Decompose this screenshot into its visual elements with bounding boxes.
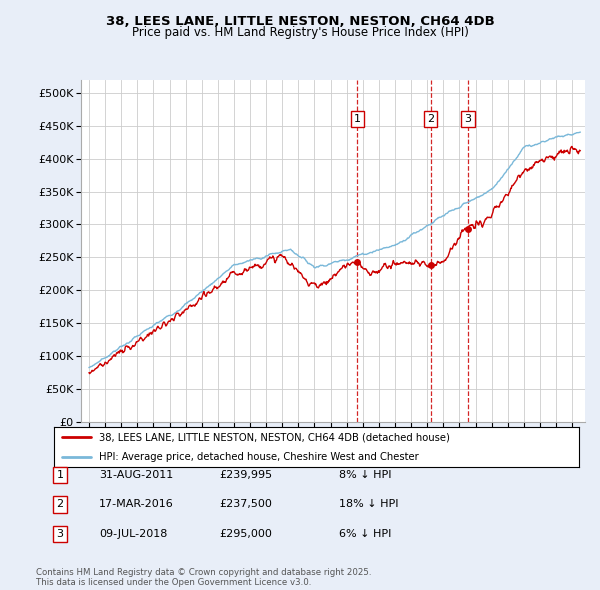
Text: 31-AUG-2011: 31-AUG-2011 <box>99 470 173 480</box>
Text: £239,995: £239,995 <box>219 470 272 480</box>
Text: 09-JUL-2018: 09-JUL-2018 <box>99 529 167 539</box>
Text: 17-MAR-2016: 17-MAR-2016 <box>99 500 174 509</box>
Text: 6% ↓ HPI: 6% ↓ HPI <box>339 529 391 539</box>
Text: £237,500: £237,500 <box>219 500 272 509</box>
Text: 3: 3 <box>464 114 471 124</box>
Text: £295,000: £295,000 <box>219 529 272 539</box>
Text: 38, LEES LANE, LITTLE NESTON, NESTON, CH64 4DB: 38, LEES LANE, LITTLE NESTON, NESTON, CH… <box>106 15 494 28</box>
Text: 2: 2 <box>56 500 64 509</box>
Text: 1: 1 <box>354 114 361 124</box>
Text: Price paid vs. HM Land Registry's House Price Index (HPI): Price paid vs. HM Land Registry's House … <box>131 26 469 39</box>
Text: HPI: Average price, detached house, Cheshire West and Chester: HPI: Average price, detached house, Ches… <box>98 453 418 462</box>
Text: 18% ↓ HPI: 18% ↓ HPI <box>339 500 398 509</box>
Text: 3: 3 <box>56 529 64 539</box>
Text: 8% ↓ HPI: 8% ↓ HPI <box>339 470 391 480</box>
Text: 1: 1 <box>56 470 64 480</box>
Text: 38, LEES LANE, LITTLE NESTON, NESTON, CH64 4DB (detached house): 38, LEES LANE, LITTLE NESTON, NESTON, CH… <box>98 432 449 442</box>
Text: Contains HM Land Registry data © Crown copyright and database right 2025.
This d: Contains HM Land Registry data © Crown c… <box>36 568 371 587</box>
Text: 2: 2 <box>427 114 434 124</box>
